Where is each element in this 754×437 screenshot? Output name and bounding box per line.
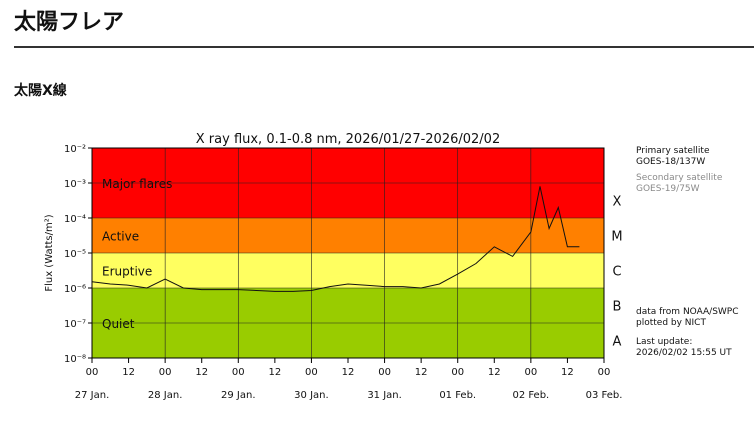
x-hour-label: 12 bbox=[342, 367, 355, 378]
quiet-label: Quiet bbox=[102, 317, 135, 331]
y-tick-label: 10⁻⁸ bbox=[64, 354, 86, 365]
y-axis-label: Flux (Watts/m²) bbox=[44, 214, 55, 291]
last-update-value: 2026/02/02 15:55 UT bbox=[636, 348, 732, 358]
y-tick-label: 10⁻³ bbox=[64, 179, 86, 190]
x-hour-label: 12 bbox=[122, 367, 135, 378]
x-hour-label: 00 bbox=[598, 367, 611, 378]
active-band bbox=[92, 218, 604, 253]
x-hour-label: 12 bbox=[195, 367, 208, 378]
primary-flux-line bbox=[91, 186, 580, 292]
x-hour-label: 00 bbox=[232, 367, 245, 378]
flare-class-label: A bbox=[613, 335, 622, 350]
eruptive-band bbox=[92, 253, 604, 288]
secondary-satellite-name: GOES-19/75W bbox=[636, 184, 700, 194]
x-day-label: 30 Jan. bbox=[294, 390, 329, 401]
x-hour-label: 00 bbox=[451, 367, 464, 378]
x-day-label: 02 Feb. bbox=[512, 390, 549, 401]
active-label: Active bbox=[102, 230, 139, 244]
flare-class-label: C bbox=[612, 265, 621, 280]
y-tick-label: 10⁻² bbox=[64, 144, 86, 155]
x-hour-label: 00 bbox=[378, 367, 391, 378]
primary-satellite-label: Primary satellite bbox=[636, 146, 710, 156]
secondary-satellite-label: Secondary satellite bbox=[636, 173, 723, 183]
x-hour-label: 12 bbox=[488, 367, 501, 378]
y-tick-label: 10⁻⁶ bbox=[64, 284, 86, 295]
x-day-label: 31 Jan. bbox=[367, 390, 402, 401]
x-hour-label: 12 bbox=[561, 367, 574, 378]
x-hour-label: 00 bbox=[524, 367, 537, 378]
x-hour-label: 12 bbox=[415, 367, 428, 378]
page-title: 太陽フレア bbox=[14, 10, 125, 35]
eruptive-label: Eruptive bbox=[102, 265, 152, 279]
flare-class-label: B bbox=[613, 300, 622, 315]
chart-title: X ray flux, 0.1-0.8 nm, 2026/01/27-2026/… bbox=[196, 132, 500, 147]
primary-satellite-name: GOES-18/137W bbox=[636, 157, 706, 167]
major-flares-label: Major flares bbox=[102, 177, 172, 191]
section-title: 太陽X線 bbox=[14, 83, 67, 99]
x-hour-label: 00 bbox=[86, 367, 99, 378]
y-tick-label: 10⁻⁷ bbox=[64, 319, 86, 330]
title-divider bbox=[14, 46, 754, 48]
data-source-text: data from NOAA/SWPC bbox=[636, 307, 739, 317]
x-day-label: 01 Feb. bbox=[439, 390, 476, 401]
y-tick-label: 10⁻⁵ bbox=[64, 249, 86, 260]
x-hour-label: 00 bbox=[305, 367, 318, 378]
x-day-label: 27 Jan. bbox=[75, 390, 110, 401]
x-hour-label: 12 bbox=[268, 367, 281, 378]
flare-class-label: X bbox=[613, 195, 622, 210]
y-tick-label: 10⁻⁴ bbox=[64, 214, 86, 225]
last-update-label: Last update: bbox=[636, 337, 693, 347]
x-day-label: 03 Feb. bbox=[586, 390, 623, 401]
x-hour-label: 00 bbox=[159, 367, 172, 378]
flare-class-label: M bbox=[611, 230, 622, 245]
x-day-label: 28 Jan. bbox=[148, 390, 183, 401]
x-day-label: 29 Jan. bbox=[221, 390, 256, 401]
plotted-by-text: plotted by NICT bbox=[636, 318, 706, 328]
